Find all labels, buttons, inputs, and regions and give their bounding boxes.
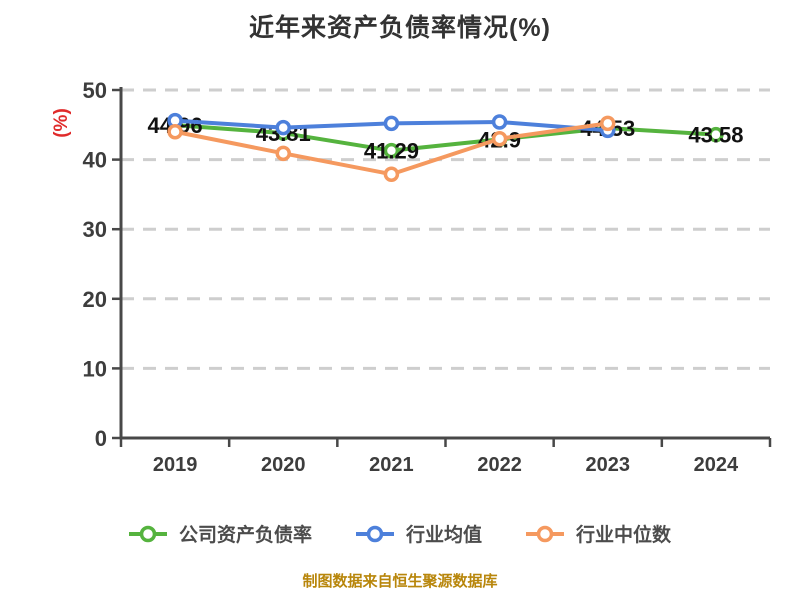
x-tick-label: 2021 — [369, 454, 414, 476]
data-point-marker[interactable] — [383, 115, 400, 132]
legend-item-industry-median[interactable]: 行业中位数 — [526, 520, 671, 547]
data-point-marker[interactable] — [383, 166, 400, 182]
x-tick-label: 2024 — [694, 454, 739, 476]
y-tick-label: 0 — [95, 426, 107, 451]
legend-line-circle-icon — [128, 525, 167, 542]
series-line-0 — [173, 123, 718, 153]
legend-marker-circle — [139, 525, 157, 542]
legend-item-industry-average[interactable]: 行业均值 — [355, 520, 482, 547]
data-point-marker[interactable] — [275, 119, 291, 136]
legend-line-circle-icon — [526, 525, 564, 542]
legend-item-company[interactable]: 公司资产负债率 — [128, 520, 312, 547]
data-point-marker[interactable] — [708, 126, 724, 143]
x-tick-label: 2023 — [586, 454, 631, 476]
data-point-marker[interactable] — [491, 130, 508, 147]
y-tick-label: 10 — [83, 356, 107, 381]
data-point-marker[interactable] — [600, 115, 616, 132]
data-label: 43.58 — [688, 123, 743, 148]
legend-label-industry-median: 行业中位数 — [576, 525, 672, 546]
data-label: 41.29 — [364, 139, 419, 164]
y-tick-label: 40 — [83, 148, 107, 173]
y-tick-label: 20 — [83, 287, 107, 312]
y-tick-label: 30 — [83, 217, 107, 242]
legend: 公司资产负债率 行业均值 行业中位数 — [0, 520, 800, 547]
legend-line-circle-icon — [355, 525, 394, 542]
x-tick-label: 2019 — [153, 454, 198, 476]
data-point-marker[interactable] — [275, 145, 291, 162]
data-point-marker[interactable] — [491, 114, 508, 130]
legend-marker-circle — [366, 525, 384, 542]
legend-label-industry-average: 行业均值 — [405, 525, 482, 546]
data-point-marker[interactable] — [167, 124, 183, 140]
x-tick-label: 2022 — [477, 454, 522, 476]
y-tick-label: 50 — [83, 78, 107, 103]
chart-title: 近年来资产负债率情况(%) — [249, 14, 551, 42]
legend-marker-circle — [536, 525, 554, 542]
data-point-marker[interactable] — [383, 142, 400, 159]
data-source-note: 制图数据来自恒生聚源数据库 — [302, 573, 498, 590]
x-tick-label: 2020 — [261, 454, 306, 476]
legend-label-company: 公司资产负债率 — [178, 525, 312, 546]
